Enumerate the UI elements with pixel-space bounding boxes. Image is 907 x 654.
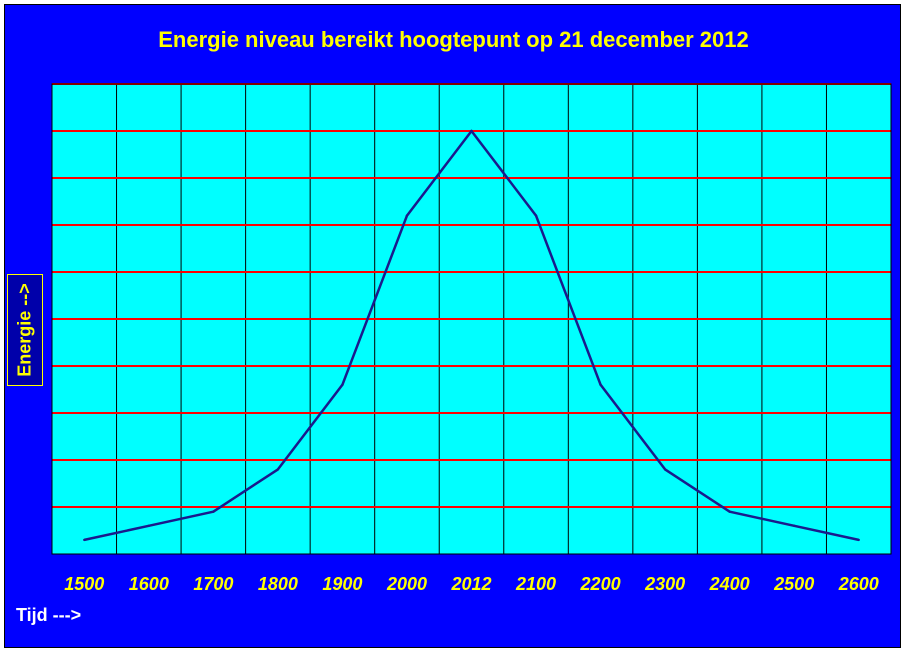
data-point <box>83 538 86 542</box>
x-tick-label: 1500 <box>64 574 104 594</box>
data-point <box>470 129 473 133</box>
x-tick-label: 2300 <box>644 574 685 594</box>
data-point <box>599 383 602 386</box>
data-point <box>147 524 151 527</box>
x-tick-label: 2012 <box>450 574 491 594</box>
plot-border <box>51 83 892 555</box>
data-point <box>341 383 344 386</box>
data-point <box>857 538 860 542</box>
x-tick-label: 2600 <box>838 574 879 594</box>
x-tick-label: 1600 <box>129 574 169 594</box>
x-tick-label: 2400 <box>709 574 750 594</box>
x-axis-label: Tijd ---> <box>16 605 82 625</box>
x-tick-label: 2500 <box>773 574 814 594</box>
x-tick-label: 2200 <box>580 574 621 594</box>
data-point <box>792 524 796 527</box>
data-point <box>663 468 667 471</box>
data-point <box>534 214 538 217</box>
data-point <box>212 510 215 513</box>
data-point <box>276 468 280 471</box>
data-point <box>728 510 731 513</box>
chart-title: Energie niveau bereikt hoogtepunt op 21 … <box>158 27 749 52</box>
x-tick-label: 2100 <box>515 574 556 594</box>
x-tick-label: 2000 <box>386 574 427 594</box>
x-tick-label: 1700 <box>193 574 233 594</box>
x-tick-label: 1800 <box>258 574 298 594</box>
y-axis-label-box <box>7 274 43 386</box>
data-point <box>405 214 409 217</box>
x-tick-label: 1900 <box>322 574 362 594</box>
